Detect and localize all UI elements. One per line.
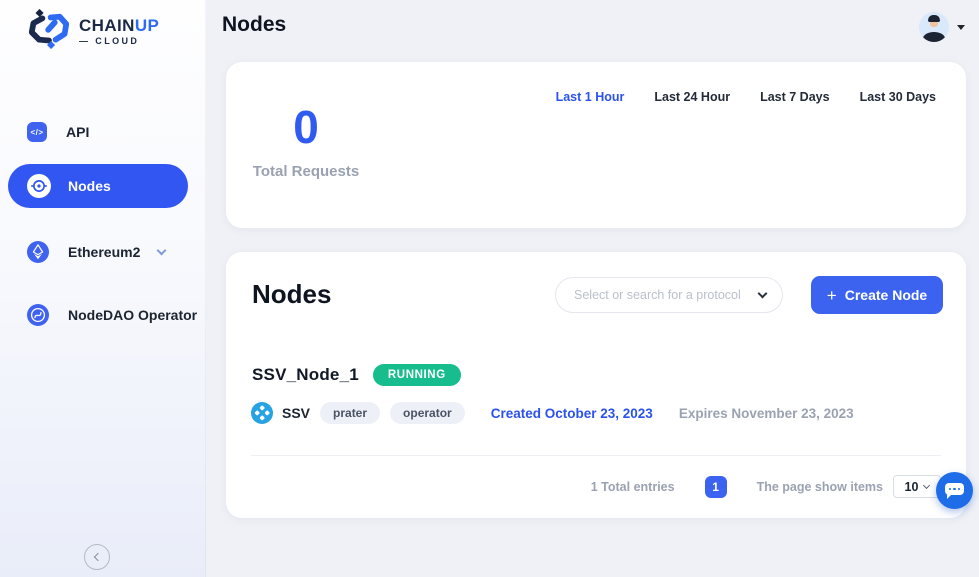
page-size-value: 10 — [904, 479, 919, 494]
chevron-left-icon — [93, 552, 103, 562]
node-name[interactable]: SSV_Node_1 — [252, 365, 359, 384]
nodes-card-title: Nodes — [252, 279, 332, 309]
ethereum-icon — [27, 241, 49, 263]
sidebar-item-label: Nodes — [68, 178, 111, 194]
protocol-name: SSV — [282, 405, 311, 421]
protocol-select[interactable]: Select or search for a protocol — [555, 277, 783, 313]
code-icon: </> — [27, 122, 47, 142]
main-area: Nodes Last 1 Hour Last 24 Hour Last 7 Da… — [206, 0, 979, 577]
page-title: Nodes — [222, 13, 287, 36]
filter-last-24-hour[interactable]: Last 24 Hour — [654, 90, 731, 104]
nodedao-icon — [27, 304, 49, 326]
node-row-meta: SSV prater operator Created October 23, … — [251, 402, 854, 424]
sidebar-item-api[interactable]: </> API — [0, 112, 206, 152]
chainup-logo: CHAINUP — CLOUD — [26, 8, 159, 54]
network-tag: prater — [320, 402, 381, 424]
page-size-select[interactable]: 10 — [893, 475, 941, 498]
pagination: 1 Total entries 1 The page show items 10 — [591, 475, 941, 498]
sidebar: CHAINUP — CLOUD </> API Nodes — [0, 0, 206, 577]
sidebar-item-label: API — [66, 124, 90, 140]
create-node-label: Create Node — [844, 287, 928, 303]
total-requests-stat: 0 Total Requests — [251, 104, 361, 180]
total-requests-value: 0 — [293, 101, 319, 153]
brand-name: CHAINUP — [79, 16, 160, 35]
page-1-button[interactable]: 1 — [704, 475, 727, 498]
chevron-down-icon[interactable] — [156, 245, 167, 256]
chainup-logo-mark-icon — [26, 8, 72, 54]
caret-down-icon — [957, 24, 965, 30]
chevron-down-icon — [757, 288, 768, 299]
avatar-torso — [923, 32, 945, 42]
time-range-filters: Last 1 Hour Last 24 Hour Last 7 Days Las… — [556, 90, 936, 104]
total-entries-label: 1 Total entries — [590, 479, 675, 494]
created-date-link[interactable]: Created October 23, 2023 — [490, 405, 653, 421]
sidebar-item-nodedao-operator[interactable]: NodeDAO Operator — [0, 295, 206, 335]
avatar-hair — [928, 15, 940, 22]
avatar[interactable] — [919, 12, 949, 42]
sidebar-collapse-button[interactable] — [84, 544, 110, 570]
total-requests-label: Total Requests — [252, 163, 360, 180]
avatar-face — [930, 18, 938, 27]
chat-support-button[interactable] — [936, 472, 973, 509]
expires-date: Expires November 23, 2023 — [678, 405, 854, 421]
nodes-card: Nodes Select or search for a protocol + … — [226, 252, 966, 518]
sidebar-item-label: Ethereum2 — [68, 244, 141, 260]
create-node-button[interactable]: + Create Node — [811, 276, 943, 314]
sidebar-item-nodes[interactable]: Nodes — [8, 164, 188, 208]
chevron-down-icon — [923, 481, 931, 490]
sidebar-item-label: NodeDAO Operator — [68, 307, 198, 323]
plus-icon: + — [826, 285, 837, 305]
user-menu[interactable] — [919, 12, 965, 42]
filter-last-30-days[interactable]: Last 30 Days — [859, 90, 936, 104]
chainup-logo-text: CHAINUP — CLOUD — [79, 17, 159, 46]
filter-last-1-hour[interactable]: Last 1 Hour — [555, 90, 625, 104]
total-requests-card: Last 1 Hour Last 24 Hour Last 7 Days Las… — [226, 62, 966, 228]
node-row-header: SSV_Node_1 RUNNING — [252, 364, 461, 386]
sidebar-item-ethereum2[interactable]: Ethereum2 — [0, 232, 206, 272]
page-size-label: The page show items — [756, 479, 883, 494]
brand-subtitle: — CLOUD — [79, 36, 140, 46]
ssv-protocol-icon — [251, 402, 273, 424]
role-tag: operator — [390, 402, 465, 424]
chat-bubble-tail — [947, 494, 952, 499]
protocol-select-placeholder: Select or search for a protocol — [574, 288, 741, 302]
status-badge: RUNNING — [372, 364, 461, 386]
filter-last-7-days[interactable]: Last 7 Days — [760, 90, 830, 104]
node-icon — [27, 174, 51, 198]
divider — [251, 455, 941, 456]
chat-bubble-icon — [945, 483, 964, 495]
